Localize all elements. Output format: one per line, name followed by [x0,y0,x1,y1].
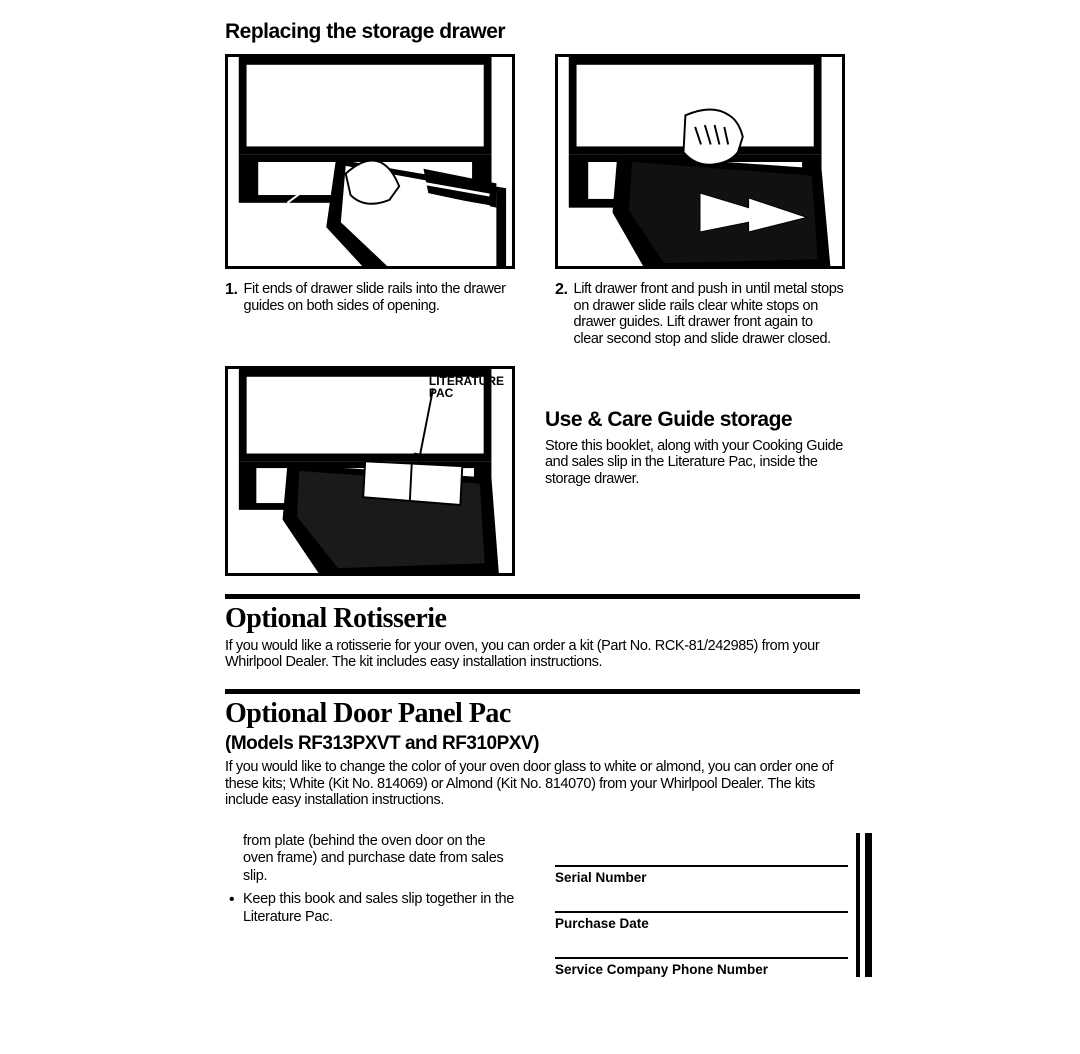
literature-pac-label: LITERATURE PAC [429,375,504,399]
replace-drawer-heading: Replacing the storage drawer [225,20,860,44]
service-line [555,957,848,959]
guide-text: Store this booklet, along with your Cook… [545,438,860,488]
purchase-label: Purchase Date [555,916,848,931]
step1-illustration: DRAWER SLIDE RAIL [225,54,515,269]
guide-row: LITERATURE PAC Use & Care Guide storage … [225,366,860,576]
record-right: Serial Number Purchase Date Service Comp… [555,833,860,977]
record-bullet: Keep this book and sales slip together i… [243,891,515,926]
record-row: from plate (behind the oven door on the … [225,833,860,977]
rotisserie-text: If you would like a rotisserie for your … [225,638,860,671]
step2-illustration [555,54,845,269]
step1-number: 1. [225,281,238,314]
service-label: Service Company Phone Number [555,962,848,977]
step2-text: 2. Lift drawer front and push in until m… [555,281,845,348]
rail-label-line2: SLIDE RAIL [260,225,329,239]
door-panel-subhead: (Models RF313PXVT and RF310PXV) [225,733,860,755]
door-panel-text: If you would like to change the color of… [225,759,860,809]
serial-line [555,865,848,867]
purchase-line [555,911,848,913]
step1-text: 1. Fit ends of drawer slide rails into t… [225,281,515,314]
step2-column: 2. Lift drawer front and push in until m… [555,54,845,348]
guide-column: Use & Care Guide storage Store this book… [545,366,860,576]
step1-body: Fit ends of drawer slide rails into the … [244,281,515,314]
record-fragment: from plate (behind the oven door on the … [225,833,515,885]
step2-number: 2. [555,281,568,348]
rotisserie-heading: Optional Rotisserie [225,603,860,635]
lit-label-line2: PAC [429,386,453,400]
literature-pac-illustration: LITERATURE PAC [225,366,515,576]
step1-column: DRAWER SLIDE RAIL 1. Fit ends of drawer … [225,54,515,348]
step2-body: Lift drawer front and push in until meta… [574,281,845,348]
drawer-steps-row: DRAWER SLIDE RAIL 1. Fit ends of drawer … [225,54,860,348]
drawer-rail-label: DRAWER SLIDE RAIL [260,213,329,238]
record-left: from plate (behind the oven door on the … [225,833,515,977]
divider-2 [225,689,860,694]
divider-1 [225,594,860,599]
door-panel-heading: Optional Door Panel Pac [225,698,860,730]
serial-label: Serial Number [555,870,848,885]
guide-heading: Use & Care Guide storage [545,408,860,432]
